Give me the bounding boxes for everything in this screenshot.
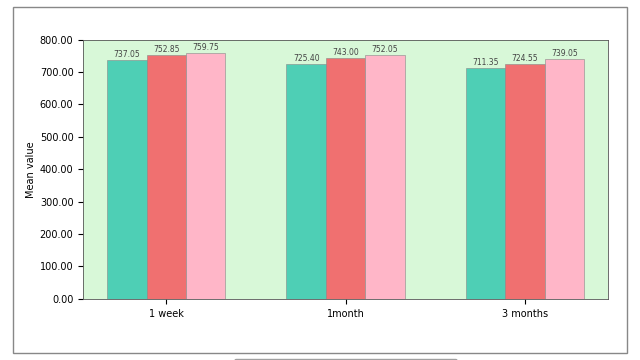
Bar (505, 64, 545, 299)
Text: 724.55: 724.55 (511, 54, 538, 63)
Text: 737.05: 737.05 (113, 50, 140, 59)
Bar (466, 68, 505, 299)
Text: 725.40: 725.40 (293, 54, 319, 63)
Bar (545, 59, 584, 299)
Text: 752.05: 752.05 (372, 45, 398, 54)
Bar (326, 58, 365, 299)
Text: 711.35: 711.35 (472, 58, 499, 67)
Text: 752.85: 752.85 (153, 45, 179, 54)
Bar (287, 64, 326, 299)
Y-axis label: Mean value: Mean value (26, 141, 36, 198)
Text: 743.00: 743.00 (332, 48, 359, 57)
Text: 759.75: 759.75 (193, 43, 219, 52)
Bar (186, 53, 225, 299)
Bar (107, 60, 147, 299)
Bar (365, 55, 404, 299)
Text: 739.05: 739.05 (551, 49, 578, 58)
Bar (147, 55, 186, 299)
Legend: Calcium hydroxide, Tap, Ledermix: Calcium hydroxide, Tap, Ledermix (234, 359, 457, 360)
